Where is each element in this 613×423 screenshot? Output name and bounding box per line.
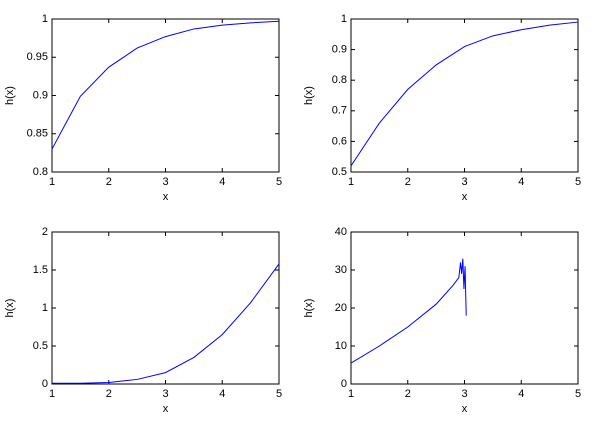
x-tick-label: 5: [276, 176, 282, 188]
y-tick-label: 1.5: [33, 264, 48, 276]
x-tick-label: 4: [518, 176, 524, 188]
y-tick-label: 0.9: [33, 89, 48, 101]
y-tick-label: 0.5: [33, 340, 48, 352]
y-axis-label: h(x): [4, 86, 16, 105]
y-tick-label: 1: [341, 13, 347, 25]
x-tick-label: 4: [518, 388, 524, 400]
y-tick-label: 30: [335, 264, 347, 276]
y-tick-label: 0.8: [332, 74, 347, 86]
y-tick-label: 10: [335, 340, 347, 352]
x-tick-label: 4: [219, 176, 225, 188]
y-tick-label: 0.85: [27, 128, 48, 140]
x-axis-label: x: [163, 403, 169, 415]
x-axis-label: x: [462, 403, 468, 415]
y-tick-label: 0: [341, 378, 347, 390]
y-tick-label: 2: [42, 226, 48, 238]
y-tick-label: 20: [335, 302, 347, 314]
y-tick-label: 40: [335, 226, 347, 238]
y-tick-label: 0.95: [27, 51, 48, 63]
y-axis-label: h(x): [4, 299, 16, 318]
data-line: [52, 263, 280, 384]
y-tick-label: 1: [42, 13, 48, 25]
x-tick-label: 5: [575, 176, 581, 188]
x-tick-label: 3: [461, 176, 467, 188]
data-line: [350, 258, 467, 364]
x-tick-label: 2: [106, 176, 112, 188]
x-tick-label: 1: [49, 388, 55, 400]
x-tick-label: 1: [348, 176, 354, 188]
x-tick-label: 2: [405, 388, 411, 400]
y-tick-label: 0: [42, 378, 48, 390]
x-tick-label: 3: [461, 388, 467, 400]
data-line: [51, 20, 280, 150]
x-tick-label: 4: [219, 388, 225, 400]
axes-box: [51, 18, 280, 173]
axes-box: [51, 231, 280, 385]
x-axis-label: x: [462, 191, 468, 203]
x-tick-label: 5: [276, 388, 282, 400]
x-axis-label: x: [163, 191, 169, 203]
x-tick-label: 3: [162, 176, 168, 188]
y-tick-label: 0.8: [33, 166, 48, 178]
x-tick-label: 2: [405, 176, 411, 188]
y-tick-label: 0.9: [332, 44, 347, 56]
x-tick-label: 1: [49, 176, 55, 188]
y-tick-label: 0.5: [332, 166, 347, 178]
x-tick-label: 3: [162, 388, 168, 400]
y-axis-label: h(x): [303, 299, 315, 318]
y-tick-label: 1: [42, 302, 48, 314]
x-tick-label: 2: [106, 388, 112, 400]
x-tick-label: 5: [575, 388, 581, 400]
axes-box: [350, 18, 579, 173]
y-axis-label: h(x): [303, 86, 315, 105]
y-tick-label: 0.6: [332, 135, 347, 147]
x-tick-label: 1: [348, 388, 354, 400]
y-tick-label: 0.7: [332, 105, 347, 117]
axes-box: [350, 231, 579, 385]
data-line: [350, 21, 579, 167]
